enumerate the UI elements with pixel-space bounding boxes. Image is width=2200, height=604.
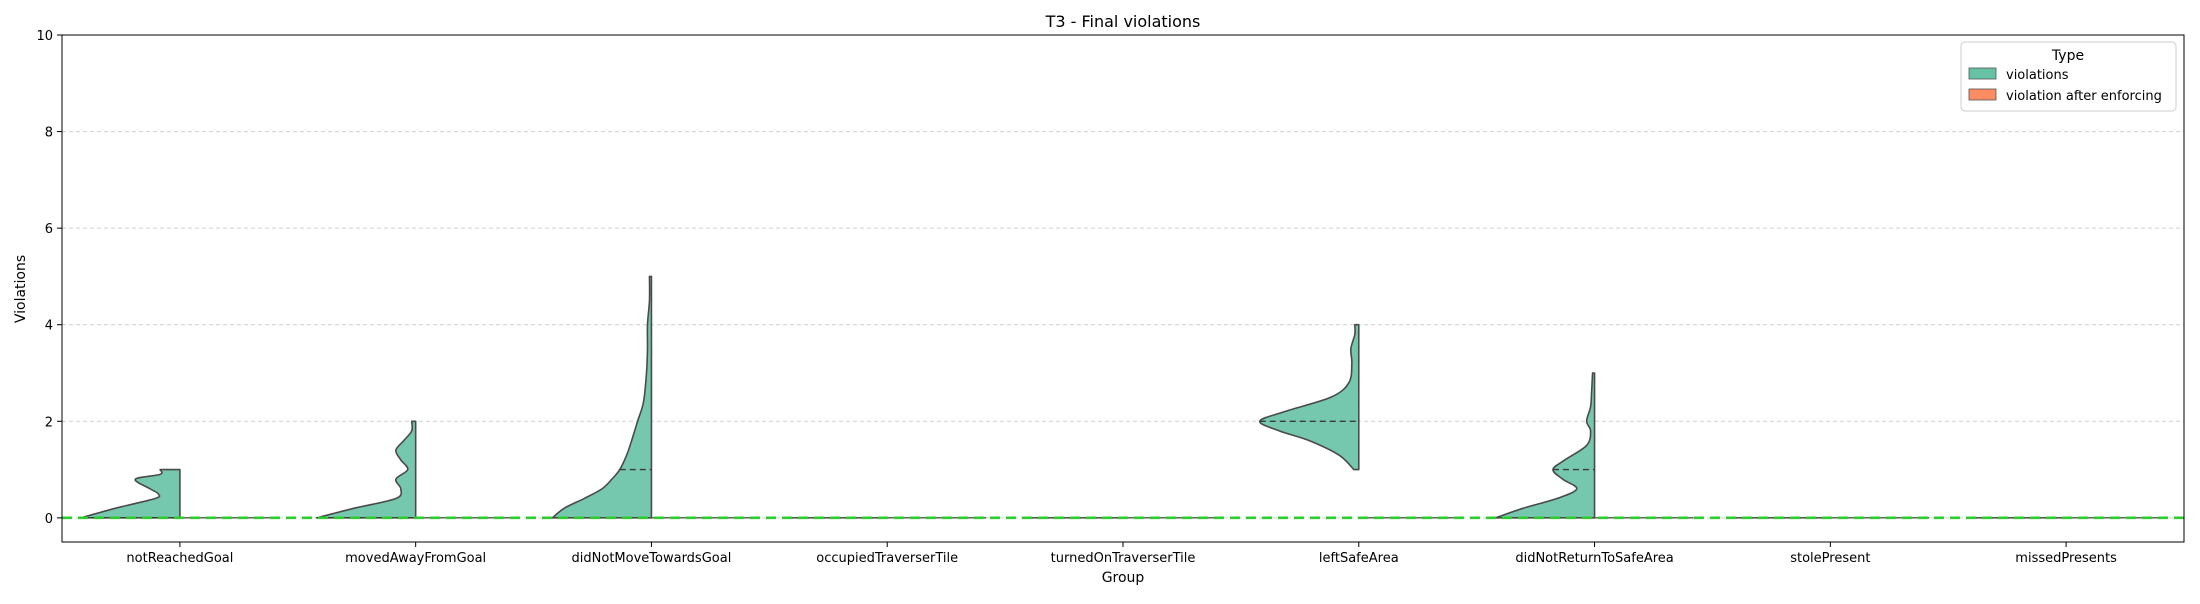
y-tick-label: 8 bbox=[45, 126, 53, 141]
plot-frame bbox=[61, 34, 2185, 543]
x-tick-label: didNotReturnToSafeArea bbox=[1515, 551, 1673, 566]
x-tick-label: notReachedGoal bbox=[126, 551, 233, 566]
y-tick-label: 4 bbox=[45, 319, 53, 334]
x-axis: notReachedGoal movedAwayFromGoal didNotMov… bbox=[126, 542, 2117, 566]
x-tick-label: leftSafeArea bbox=[1319, 551, 1399, 566]
y-tick-label: 2 bbox=[45, 415, 53, 430]
violin-body bbox=[1494, 372, 1596, 519]
x-tick-label: occupiedTraverserTile bbox=[816, 551, 958, 566]
x-axis-label: Group bbox=[1102, 570, 1145, 586]
y-tick-label: 6 bbox=[45, 222, 53, 237]
legend-title: Type bbox=[2051, 48, 2084, 64]
legend-label-after-enforcing: violation after enforcing bbox=[2006, 89, 2162, 104]
y-axis-label: Violations bbox=[13, 255, 29, 323]
violin-body bbox=[551, 275, 653, 519]
grid-layer bbox=[62, 34, 2184, 519]
x-tick-label: stolePresent bbox=[1790, 551, 1870, 566]
chart-title: T3 - Final violations bbox=[1045, 12, 1201, 31]
violin-body bbox=[1258, 323, 1360, 471]
legend-swatch-violations bbox=[1968, 67, 1997, 80]
x-tick-label: missedPresents bbox=[2015, 551, 2117, 566]
legend-swatch-after-enforcing bbox=[1968, 88, 1997, 101]
x-tick-label: movedAwayFromGoal bbox=[345, 551, 486, 566]
legend-label-violations: violations bbox=[2006, 68, 2069, 83]
y-axis: 0 2 4 6 8 10 bbox=[36, 29, 62, 527]
y-tick-label: 0 bbox=[45, 512, 53, 527]
violin-layer bbox=[80, 275, 2166, 519]
legend-box bbox=[1960, 41, 2177, 112]
violin-body bbox=[315, 420, 417, 519]
x-tick-label: didNotMoveTowardsGoal bbox=[572, 551, 732, 566]
legend: Type violations violation after enforcin… bbox=[1960, 41, 2177, 112]
x-tick-label: turnedOnTraverserTile bbox=[1051, 551, 1196, 566]
violin-body bbox=[80, 468, 181, 519]
y-tick-label: 10 bbox=[36, 29, 53, 44]
